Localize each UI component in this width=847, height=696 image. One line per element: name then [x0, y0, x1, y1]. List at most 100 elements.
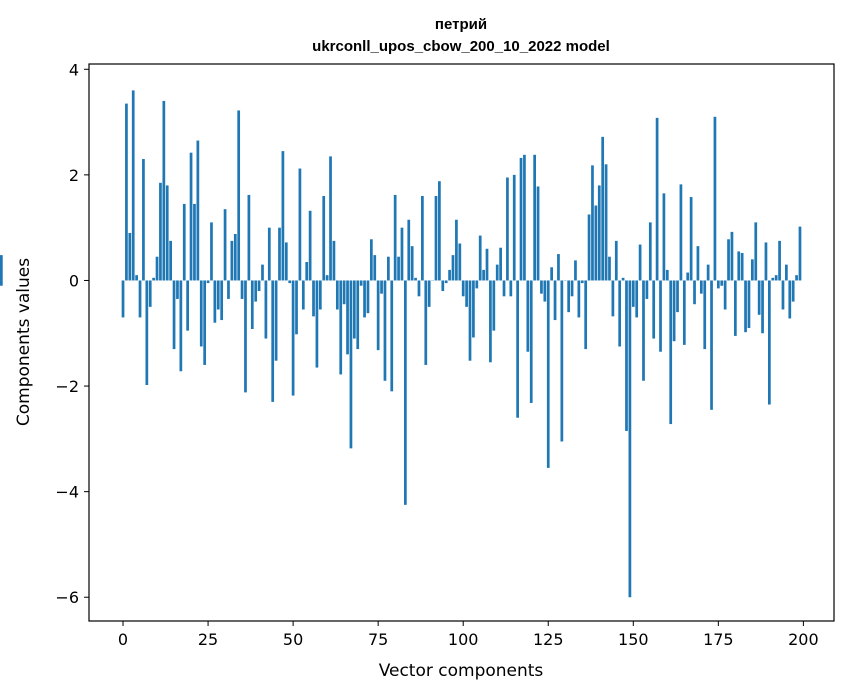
bar — [536, 186, 540, 281]
bar — [713, 116, 717, 281]
bar — [451, 255, 455, 281]
bar — [281, 151, 285, 281]
bar — [716, 280, 720, 289]
bar — [621, 277, 625, 281]
bar — [363, 280, 366, 318]
bar — [414, 277, 417, 281]
bar — [703, 280, 707, 350]
bar — [247, 194, 251, 281]
bar — [655, 117, 659, 281]
bar — [227, 280, 230, 299]
bar — [138, 280, 142, 318]
bar — [761, 280, 764, 334]
x-tick-label: 100 — [448, 630, 479, 649]
bar — [733, 280, 737, 336]
bar — [444, 280, 448, 284]
bar — [410, 246, 414, 281]
bar — [679, 184, 683, 281]
bar — [308, 210, 312, 281]
bar — [744, 280, 747, 333]
bar — [706, 264, 710, 281]
y-tick-label: 0 — [69, 271, 79, 290]
bar — [591, 165, 594, 281]
bar — [288, 280, 292, 284]
bar — [580, 280, 584, 284]
bar — [142, 159, 145, 281]
bar — [723, 280, 727, 310]
y-axis-ticks: −6 −4 −2 0 2 4 — [55, 60, 89, 607]
bar — [618, 280, 622, 347]
bar — [506, 177, 509, 281]
bar — [257, 280, 261, 292]
bar — [213, 280, 217, 323]
bar — [349, 280, 353, 449]
bar — [298, 168, 302, 281]
y-tick-label: −2 — [55, 377, 79, 396]
bar — [594, 205, 598, 281]
bar — [121, 280, 125, 318]
bar — [169, 240, 172, 281]
bar — [295, 280, 298, 335]
bar — [223, 209, 227, 281]
bar — [373, 255, 377, 281]
bar — [455, 219, 458, 281]
bar — [560, 280, 564, 442]
bar — [740, 253, 744, 281]
bar — [788, 280, 792, 319]
bar — [397, 256, 400, 281]
bar — [0, 255, 3, 281]
bar — [458, 243, 462, 281]
bar — [529, 280, 533, 403]
bar — [448, 269, 451, 281]
bar — [125, 103, 128, 281]
x-tick-label: 0 — [118, 630, 128, 649]
bar — [199, 280, 203, 347]
bar — [339, 280, 343, 375]
bar — [574, 260, 577, 281]
bar — [768, 280, 771, 405]
bar — [645, 280, 649, 299]
plot-frame — [88, 63, 835, 622]
bar — [638, 244, 642, 281]
bar — [727, 239, 730, 281]
x-tick-label: 175 — [703, 630, 734, 649]
bar — [244, 280, 247, 393]
bar — [366, 280, 370, 314]
bar — [737, 251, 741, 281]
bar — [424, 280, 428, 365]
bar — [128, 232, 132, 281]
bar — [148, 280, 152, 307]
bar — [686, 272, 690, 281]
bar — [193, 203, 196, 281]
bar — [533, 154, 536, 281]
bar — [747, 280, 751, 328]
bar — [648, 222, 652, 281]
bar — [557, 254, 560, 281]
bar — [482, 269, 485, 281]
bar — [291, 280, 295, 396]
bar — [186, 280, 190, 331]
bar — [570, 280, 574, 297]
bar — [662, 193, 666, 281]
bar — [329, 156, 332, 281]
x-tick-label: 200 — [788, 630, 819, 649]
bar — [652, 280, 656, 339]
bar — [475, 280, 479, 289]
bar — [461, 280, 465, 297]
bar — [785, 264, 788, 281]
bar — [757, 280, 761, 315]
bar — [614, 240, 618, 281]
bar — [642, 280, 645, 381]
bar — [502, 280, 506, 297]
bar — [305, 261, 309, 281]
bar — [754, 222, 758, 281]
bar — [509, 280, 513, 297]
bar — [774, 275, 778, 281]
bar — [438, 181, 441, 281]
bar — [665, 269, 669, 281]
bar — [472, 280, 475, 338]
bar — [601, 136, 605, 281]
bar — [216, 280, 220, 310]
bar — [400, 227, 404, 281]
bar — [710, 280, 713, 410]
